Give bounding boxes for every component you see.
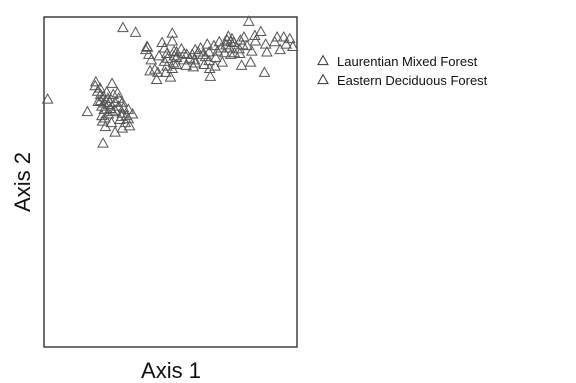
data-point <box>259 38 272 49</box>
data-point <box>97 137 109 148</box>
data-point <box>106 105 119 117</box>
data-point <box>175 42 188 54</box>
data-point <box>145 53 158 65</box>
legend: Laurentian Mixed Forest Eastern Deciduous… <box>317 54 488 88</box>
data-point <box>129 26 142 37</box>
data-point <box>233 42 246 54</box>
data-point <box>166 27 179 38</box>
data-point <box>283 32 296 44</box>
legend-label: Laurentian Mixed Forest <box>337 54 478 69</box>
data-point <box>81 105 94 117</box>
data-point <box>249 34 262 46</box>
y-axis-label: Axis 2 <box>10 152 35 212</box>
data-point <box>117 21 129 33</box>
data-point <box>95 109 108 121</box>
data-point <box>233 47 246 59</box>
data-point <box>201 38 214 49</box>
points-layer <box>41 15 299 148</box>
data-point <box>274 43 286 55</box>
data-point <box>117 101 130 113</box>
data-point <box>96 115 109 126</box>
data-point <box>203 54 215 66</box>
data-point <box>144 64 156 76</box>
data-point <box>104 102 117 114</box>
data-point <box>115 110 128 121</box>
data-point <box>204 70 217 81</box>
data-point <box>109 126 121 137</box>
data-point <box>245 45 258 56</box>
data-point <box>271 30 283 42</box>
data-point <box>280 38 293 49</box>
data-point <box>248 29 261 40</box>
x-axis-label: Axis 1 <box>141 358 201 383</box>
data-point <box>180 59 193 70</box>
data-point <box>109 104 121 115</box>
data-point <box>198 58 211 70</box>
data-point <box>211 45 224 56</box>
data-point <box>126 107 139 119</box>
data-point <box>99 120 112 132</box>
data-point <box>166 34 179 46</box>
legend-marker-icon <box>317 73 329 85</box>
data-point <box>166 62 179 73</box>
data-point <box>241 39 253 51</box>
data-point <box>258 66 271 77</box>
legend-marker-icon <box>317 54 329 66</box>
data-point <box>153 49 165 61</box>
data-point <box>164 71 177 82</box>
data-point <box>228 46 241 58</box>
data-point <box>261 45 273 57</box>
data-point <box>178 47 191 59</box>
data-point <box>111 86 124 98</box>
legend-label: Eastern Deciduous Forest <box>337 73 488 88</box>
data-point <box>116 96 129 107</box>
plot-frame <box>43 16 298 348</box>
data-point <box>238 30 250 42</box>
data-point <box>235 59 248 70</box>
data-point <box>150 73 163 84</box>
data-point <box>116 122 129 133</box>
data-point <box>216 56 229 67</box>
data-point <box>106 77 118 88</box>
data-point <box>41 93 54 104</box>
data-point <box>224 48 237 59</box>
data-point <box>123 119 136 131</box>
data-point <box>244 56 257 67</box>
data-point <box>167 56 180 68</box>
data-point <box>105 116 118 128</box>
data-point <box>89 75 102 87</box>
data-point <box>215 41 227 53</box>
data-point <box>168 45 180 56</box>
data-point <box>208 39 220 51</box>
data-point <box>209 60 221 71</box>
data-point <box>119 116 132 128</box>
data-point <box>170 45 183 57</box>
data-point <box>161 47 173 59</box>
data-point <box>277 30 290 42</box>
data-point <box>286 40 299 51</box>
data-point <box>109 96 121 107</box>
data-point <box>242 15 255 26</box>
data-point <box>187 60 200 72</box>
data-point <box>112 92 125 103</box>
data-point <box>112 100 125 111</box>
data-point <box>170 51 183 62</box>
data-point <box>94 82 106 93</box>
data-point <box>255 25 267 37</box>
data-point <box>107 88 120 99</box>
